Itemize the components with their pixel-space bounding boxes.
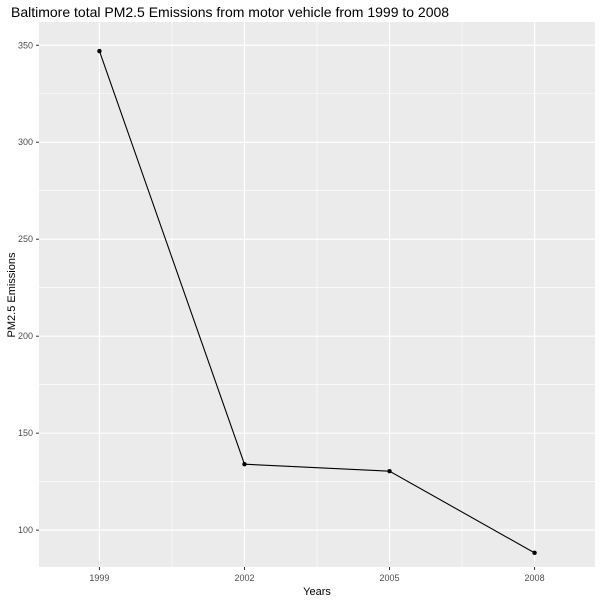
x-tick-label: 2008 bbox=[525, 573, 545, 583]
y-tick-label: 300 bbox=[18, 137, 33, 147]
data-point bbox=[242, 462, 247, 467]
x-tick-label: 2005 bbox=[380, 573, 400, 583]
data-point bbox=[387, 468, 392, 474]
y-tick-label: 350 bbox=[18, 40, 33, 50]
y-tick-label: 250 bbox=[18, 234, 33, 244]
x-tick-label: 1999 bbox=[89, 573, 109, 583]
data-point bbox=[532, 550, 537, 556]
series-line bbox=[98, 50, 535, 554]
gridlines bbox=[39, 22, 595, 567]
x-tick-label: 2002 bbox=[234, 573, 254, 583]
y-tick-label: 200 bbox=[18, 331, 33, 341]
y-tick-label: 150 bbox=[18, 428, 33, 438]
x-axis-label: Years bbox=[303, 586, 331, 598]
axis-ticks: 100 150 200 250 300 350 1999 2002 2005 2008 bbox=[18, 40, 545, 583]
data-point bbox=[97, 48, 102, 54]
y-tick-label: 100 bbox=[18, 525, 33, 535]
chart-title: Baltimore total PM2.5 Emissions from mot… bbox=[11, 4, 449, 20]
series-emissions bbox=[97, 48, 537, 556]
y-axis-label: PM2.5 Emissions bbox=[6, 252, 18, 337]
